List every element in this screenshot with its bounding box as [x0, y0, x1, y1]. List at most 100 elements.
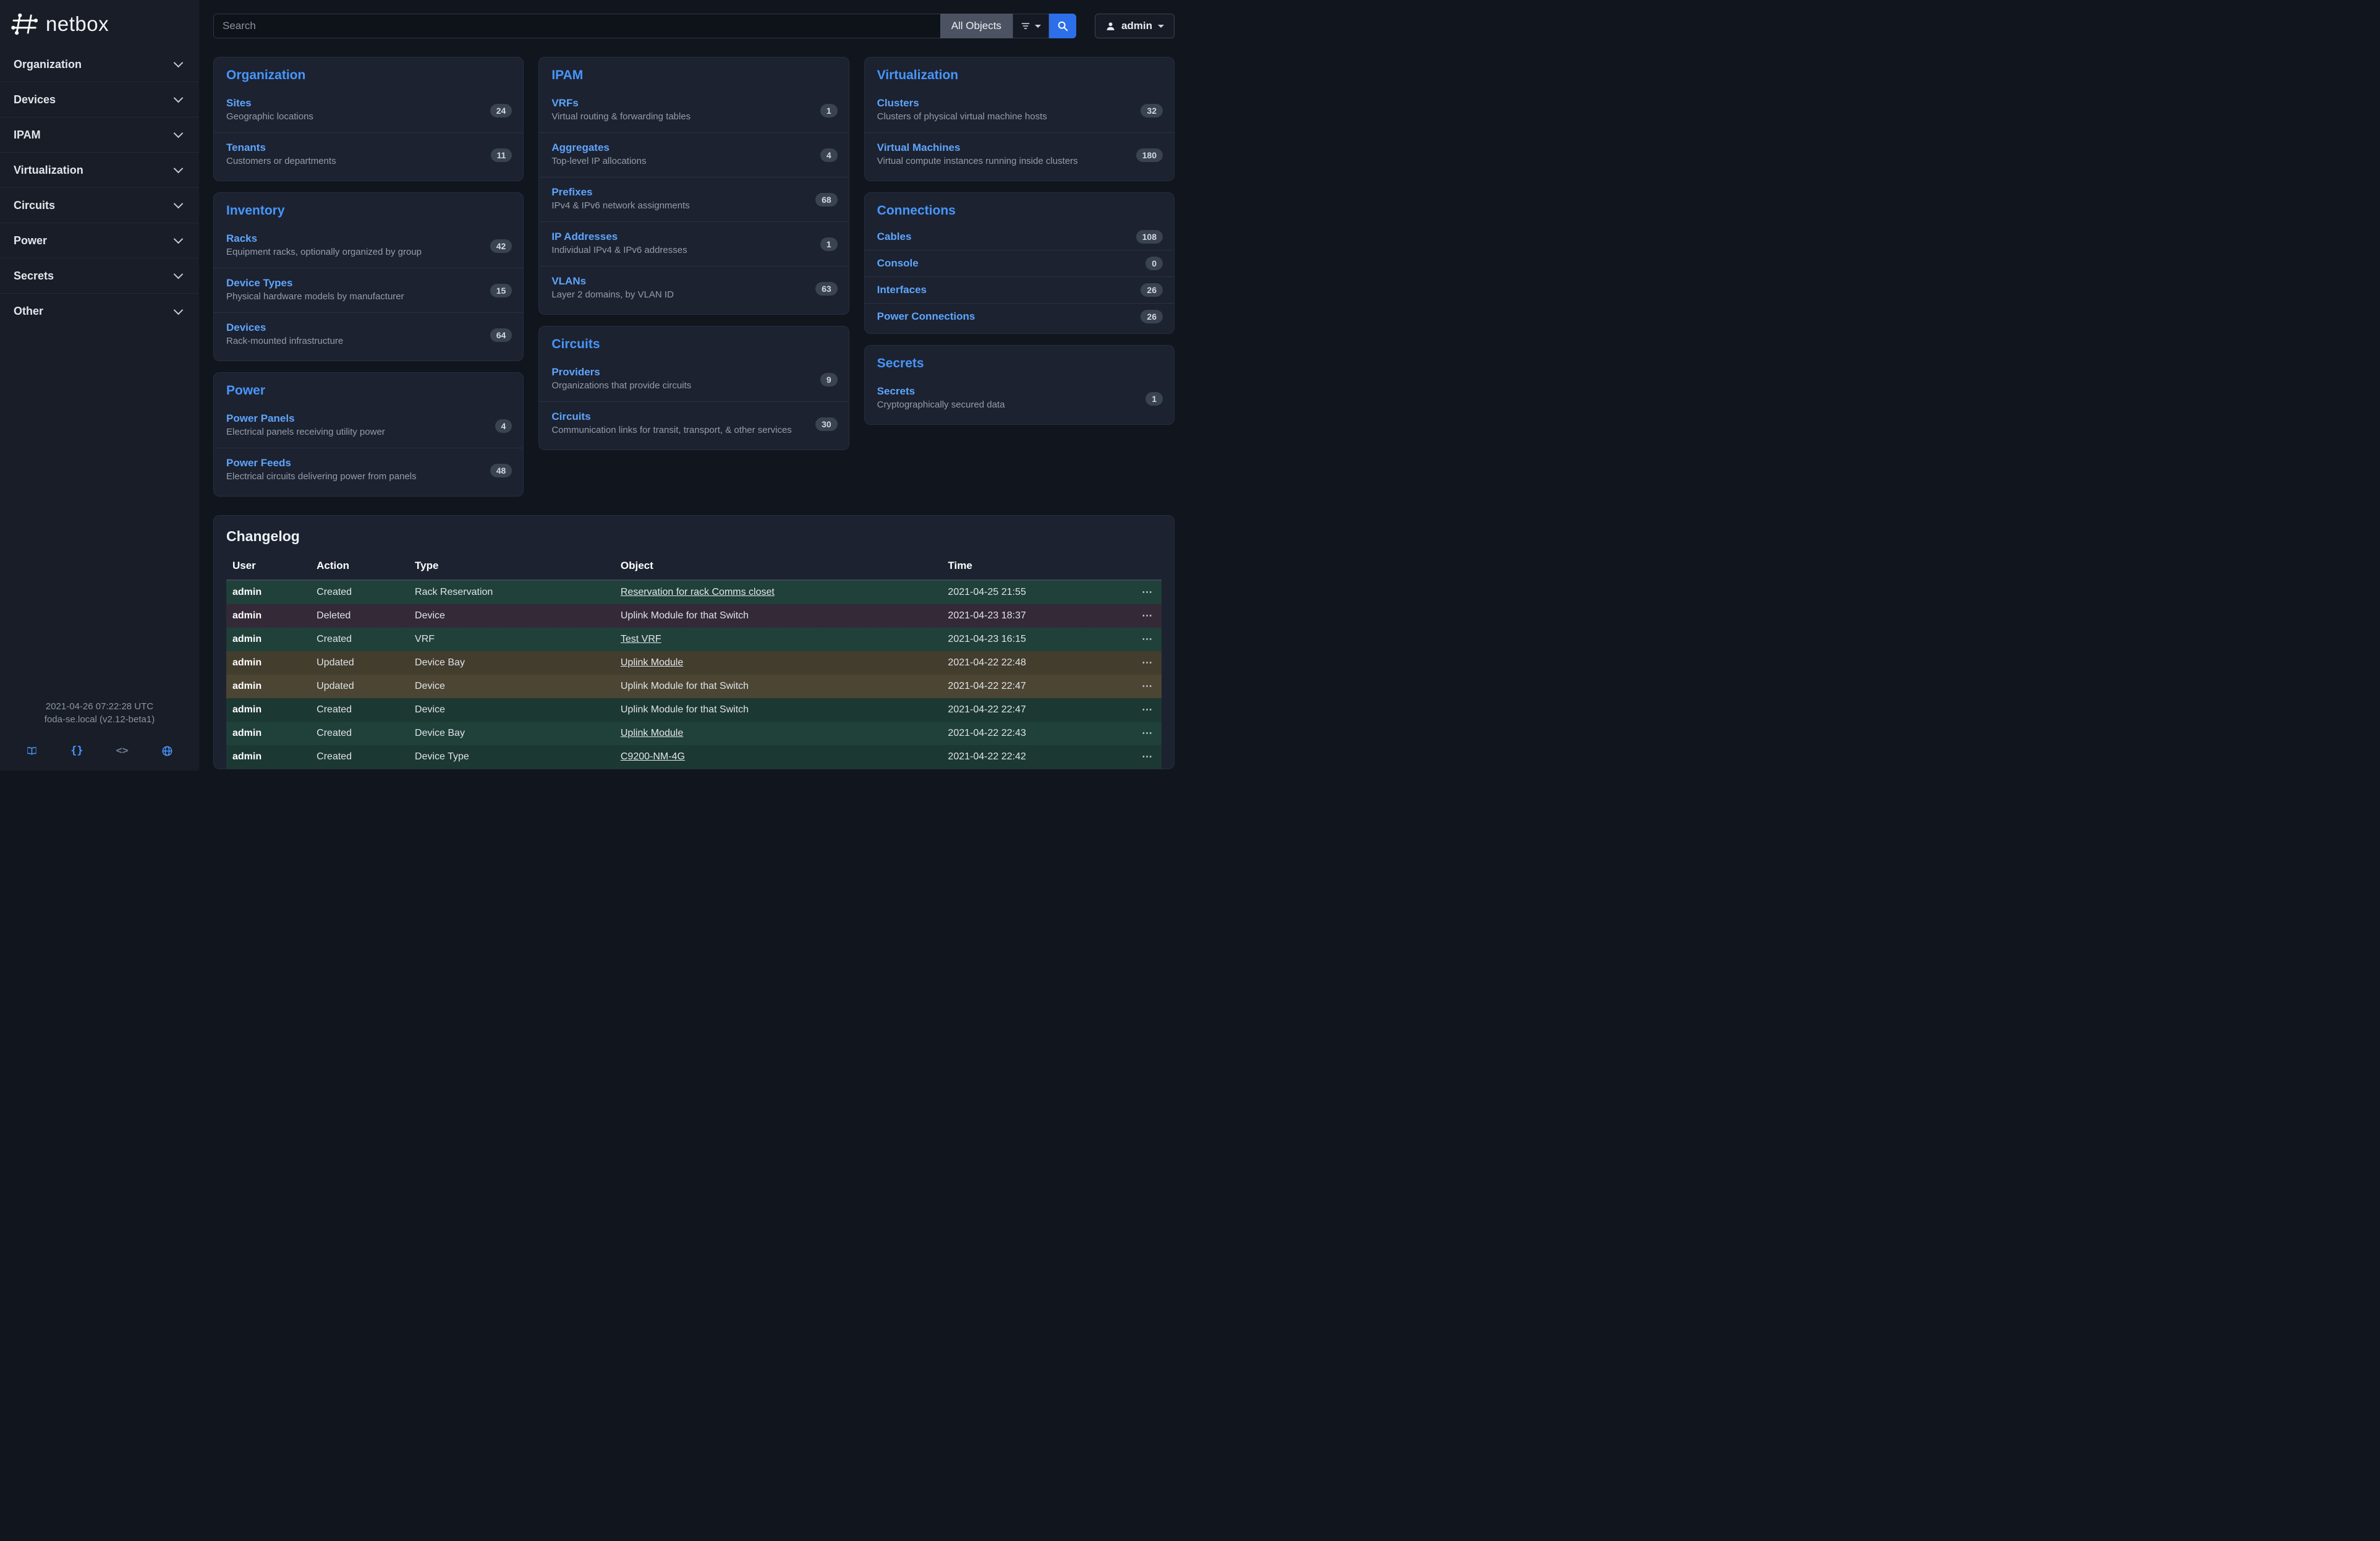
card-title: Virtualization [877, 68, 959, 82]
row-actions-button[interactable]: ⋯ [1139, 586, 1155, 599]
sidebar-item-circuits[interactable]: Circuits [0, 188, 199, 223]
search-filter-dropdown[interactable] [1012, 14, 1049, 38]
changelog-object-link[interactable]: Test VRF [620, 634, 661, 644]
row-actions-button[interactable]: ⋯ [1139, 610, 1155, 622]
changelog-object-link[interactable]: Reservation for rack Comms closet [620, 587, 775, 597]
filter-funnel-icon [1021, 23, 1030, 29]
card-item-link[interactable]: Clusters [877, 97, 919, 109]
card-power: Power Power Panels Electrical panels recei… [213, 372, 524, 497]
sidebar-item-other[interactable]: Other [0, 294, 199, 329]
sidebar: netbox Organization Devices IPAM Virtualiza… [0, 0, 199, 770]
count-badge[interactable]: 180 [1136, 148, 1163, 162]
card-item-link[interactable]: Aggregates [551, 142, 610, 153]
card-item-link[interactable]: Providers [551, 366, 600, 378]
card-item-racks: Racks Equipment racks, optionally organiz… [214, 224, 523, 268]
count-badge[interactable]: 24 [490, 103, 512, 117]
card-item-link[interactable]: Circuits [551, 411, 591, 422]
topbar: All Objects admin [213, 14, 1175, 38]
card-item-link[interactable]: Devices [226, 322, 266, 333]
card-item-link[interactable]: Cables [877, 231, 912, 242]
card-item-link[interactable]: VRFs [551, 97, 579, 109]
row-actions-button[interactable]: ⋯ [1139, 633, 1155, 646]
card-item-description: Cryptographically secured data [877, 399, 1005, 410]
row-actions-button[interactable]: ⋯ [1139, 727, 1155, 740]
count-badge[interactable]: 11 [490, 148, 512, 162]
card-item-link[interactable]: Racks [226, 233, 258, 244]
changelog-header-type: Type [409, 555, 614, 581]
changelog-user: admin [232, 728, 262, 738]
changelog-time: 2021-04-22 22:43 [948, 728, 1026, 738]
search-scope-button[interactable]: All Objects [940, 14, 1013, 38]
sidebar-item-label: Virtualization [14, 163, 83, 176]
count-badge[interactable]: 4 [495, 419, 512, 433]
sidebar-item-power[interactable]: Power [0, 223, 199, 258]
count-badge[interactable]: 4 [820, 148, 838, 162]
globe-icon[interactable] [161, 745, 173, 757]
search-button[interactable] [1048, 14, 1076, 38]
card-item-link[interactable]: Console [877, 257, 919, 269]
count-badge[interactable]: 32 [1141, 103, 1163, 117]
sidebar-item-secrets[interactable]: Secrets [0, 258, 199, 294]
card-item-description: Communication links for transit, transpo… [551, 425, 792, 435]
docs-book-icon[interactable] [26, 745, 38, 757]
count-badge[interactable]: 1 [820, 237, 838, 251]
changelog-object-link[interactable]: Uplink Module [620, 728, 684, 738]
changelog-object-link[interactable]: Uplink Module [620, 657, 684, 668]
sidebar-item-label: Devices [14, 93, 56, 106]
count-badge[interactable]: 26 [1141, 310, 1163, 323]
search-input[interactable] [213, 14, 940, 38]
count-badge[interactable]: 26 [1141, 283, 1163, 297]
card-item-description: Virtual compute instances running inside… [877, 156, 1078, 166]
count-badge[interactable]: 0 [1145, 257, 1163, 270]
count-badge[interactable]: 48 [490, 463, 512, 477]
card-item-link[interactable]: Power Feeds [226, 457, 291, 469]
card-item-link[interactable]: Virtual Machines [877, 142, 961, 153]
card-item-link[interactable]: Power Panels [226, 412, 295, 424]
caret-down-icon [1034, 24, 1041, 28]
card-item-link[interactable]: Device Types [226, 277, 293, 289]
sidebar-item-ipam[interactable]: IPAM [0, 117, 199, 153]
card-item-link[interactable]: Interfaces [877, 284, 927, 296]
card-item-link[interactable]: Power Connections [877, 310, 975, 322]
row-actions-button[interactable]: ⋯ [1139, 657, 1155, 669]
row-actions-button[interactable]: ⋯ [1139, 680, 1155, 693]
sidebar-item-label: Circuits [14, 198, 56, 211]
count-badge[interactable]: 42 [490, 239, 512, 253]
user-menu-button[interactable]: admin [1094, 14, 1175, 38]
sidebar-item-virtualization[interactable]: Virtualization [0, 153, 199, 188]
card-item-link[interactable]: Secrets [877, 385, 916, 397]
changelog-object-link[interactable]: C9200-NM-4G [620, 751, 685, 762]
chevron-down-icon [173, 163, 184, 174]
count-badge[interactable]: 68 [815, 192, 838, 207]
count-badge[interactable]: 108 [1136, 230, 1163, 244]
card-item-link[interactable]: VLANs [551, 275, 587, 287]
chevron-down-icon [173, 128, 184, 139]
changelog-type: Device [415, 704, 445, 715]
count-badge[interactable]: 64 [490, 328, 512, 342]
card-item-virtual-machines: Virtual Machines Virtual compute instance… [864, 132, 1174, 177]
sidebar-item-devices[interactable]: Devices [0, 82, 199, 117]
changelog-type: Rack Reservation [415, 587, 493, 597]
card-item-link[interactable]: Tenants [226, 142, 266, 153]
count-badge[interactable]: 63 [815, 281, 838, 296]
changelog-action: Created [317, 751, 352, 762]
code-icon[interactable]: <> [116, 745, 129, 757]
card-item-link[interactable]: Prefixes [551, 186, 593, 198]
sidebar-item-organization[interactable]: Organization [0, 47, 199, 82]
row-actions-button[interactable]: ⋯ [1139, 704, 1155, 716]
count-badge[interactable]: 9 [820, 372, 838, 386]
changelog-user: admin [232, 657, 262, 668]
api-braces-icon[interactable]: {} [70, 745, 83, 757]
card-item-link[interactable]: IP Addresses [551, 231, 618, 242]
count-badge[interactable]: 1 [1145, 391, 1163, 406]
changelog-row: admin Created Device Uplink Module for that… [226, 698, 1162, 722]
count-badge[interactable]: 1 [820, 103, 838, 117]
card-item-vrfs: VRFs Virtual routing & forwarding tables 1 [539, 88, 848, 132]
changelog-time: 2021-04-22 22:47 [948, 704, 1026, 715]
count-badge[interactable]: 15 [490, 283, 512, 297]
row-actions-button[interactable]: ⋯ [1139, 751, 1155, 763]
netbox-logo[interactable]: netbox [0, 0, 199, 47]
chevron-down-icon [173, 93, 184, 103]
card-item-link[interactable]: Sites [226, 97, 252, 109]
count-badge[interactable]: 30 [815, 417, 838, 431]
